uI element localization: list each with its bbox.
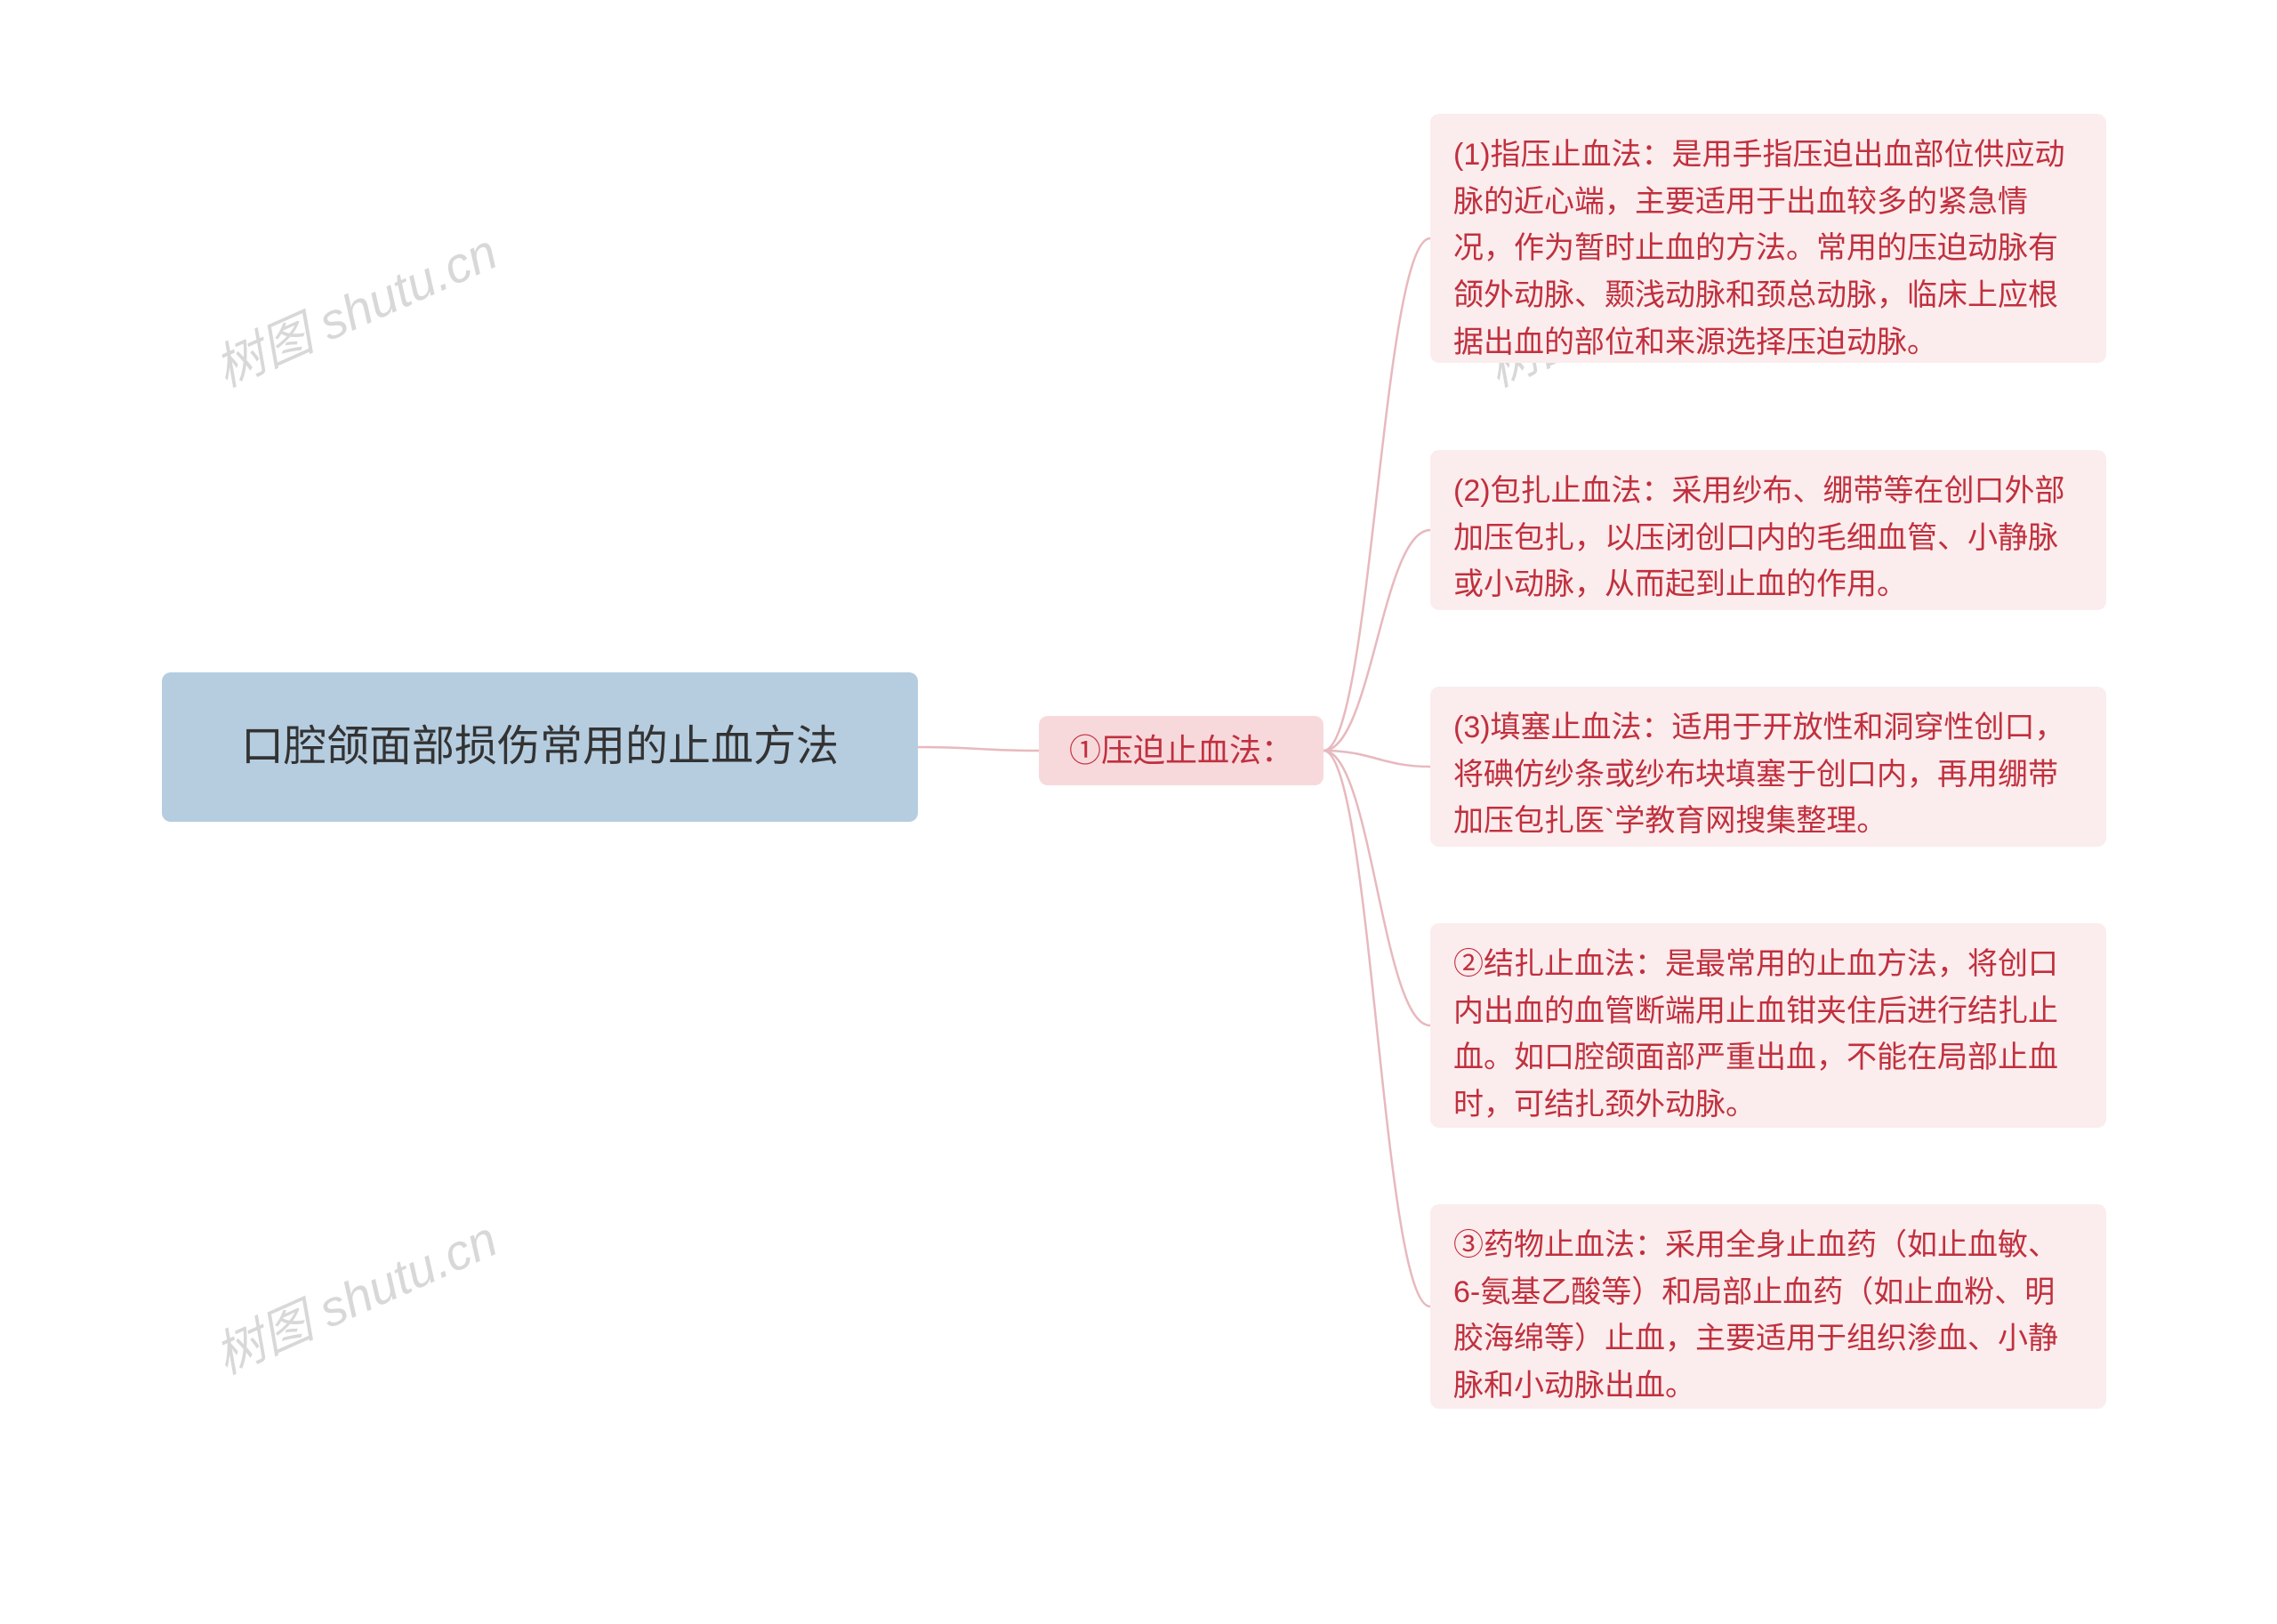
watermark: 树图 shutu.cn: [202, 213, 507, 401]
root-node[interactable]: 口腔颌面部损伤常用的止血方法: [162, 672, 918, 822]
watermark: 树图 shutu.cn: [202, 1200, 507, 1388]
leaf-node[interactable]: (1)指压止血法：是用手指压迫出血部位供应动脉的近心端，主要适用于出血较多的紧急…: [1430, 114, 2106, 363]
leaf-node[interactable]: (2)包扎止血法：采用纱布、绷带等在创口外部加压包扎，以压闭创口内的毛细血管、小…: [1430, 450, 2106, 610]
mindmap-canvas: 树图 shutu.cn 树图 shutu.cn 树图 shutu.cn 树图 s…: [0, 0, 2277, 1624]
branch-node[interactable]: ①压迫止血法：: [1039, 716, 1324, 785]
leaf-node[interactable]: ②结扎止血法：是最常用的止血方法，将创口内出血的血管断端用止血钳夹住后进行结扎止…: [1430, 923, 2106, 1128]
leaf-node[interactable]: (3)填塞止血法：适用于开放性和洞穿性创口，将碘仿纱条或纱布块填塞于创口内，再用…: [1430, 687, 2106, 847]
leaf-node[interactable]: ③药物止血法：采用全身止血药（如止血敏、6-氨基乙酸等）和局部止血药（如止血粉、…: [1430, 1204, 2106, 1409]
